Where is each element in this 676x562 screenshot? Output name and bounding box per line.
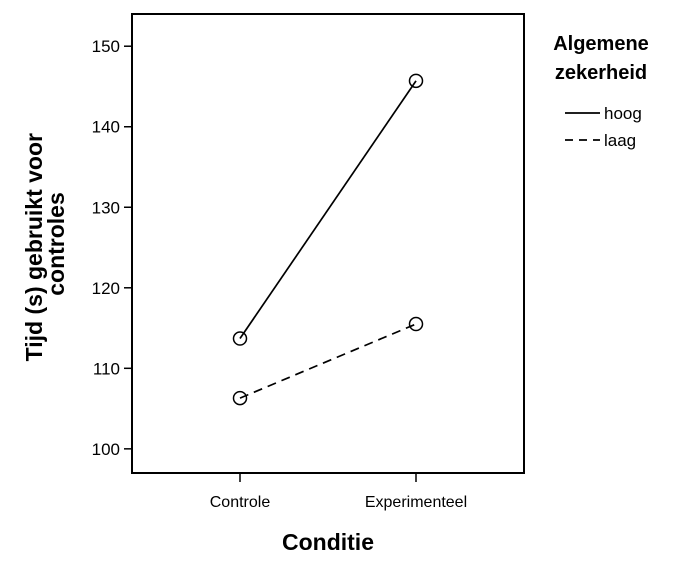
legend-label-laag: laag (604, 131, 636, 150)
series-line-hoog (239, 80, 417, 340)
y-axis-title: Tijd (s) gebruikt voor controles (21, 127, 69, 362)
y-tick-label-140: 140 (92, 118, 120, 137)
point-laag-controle (232, 390, 248, 406)
legend: Algemene zekerheid hoog laag (553, 33, 649, 150)
y-tick-label-120: 120 (92, 279, 120, 298)
legend-title-line-2: zekerheid (555, 62, 647, 84)
y-axis-title-line-2: controles (43, 192, 69, 296)
series-line-laag (239, 323, 417, 399)
legend-label-hoog: hoog (604, 104, 642, 123)
legend-title-line-1: Algemene (553, 33, 649, 55)
series-layer (232, 73, 424, 406)
x-tick-label-experimenteel: Experimenteel (365, 494, 467, 511)
point-hoog-experimenteel (408, 73, 424, 89)
x-axis-title: Conditie (282, 529, 374, 555)
x-tick-label-controle: Controle (210, 494, 271, 511)
x-axis: Controle Experimenteel (210, 473, 467, 511)
y-axis: 100 110 120 130 140 150 (92, 37, 132, 459)
y-tick-label-110: 110 (93, 359, 120, 378)
plot-frame (131, 13, 525, 474)
point-laag-experimenteel (408, 316, 424, 332)
y-tick-label-100: 100 (92, 440, 120, 459)
y-tick-label-130: 130 (92, 198, 120, 217)
point-hoog-controle (232, 331, 248, 346)
y-axis-title-line-1: Tijd (s) gebruikt voor (21, 133, 47, 361)
y-tick-label-150: 150 (92, 37, 120, 56)
